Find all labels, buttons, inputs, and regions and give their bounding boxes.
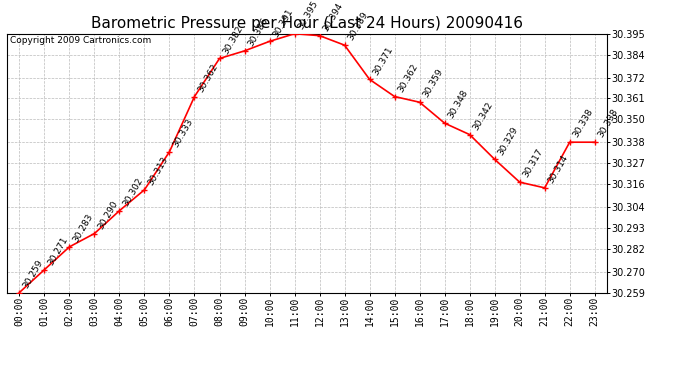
- Text: 30.359: 30.359: [421, 68, 444, 99]
- Text: 30.333: 30.333: [171, 117, 195, 149]
- Text: 30.382: 30.382: [221, 24, 244, 56]
- Text: 30.271: 30.271: [46, 235, 70, 267]
- Text: 30.314: 30.314: [546, 153, 570, 185]
- Text: 30.259: 30.259: [21, 258, 44, 290]
- Text: 30.329: 30.329: [496, 125, 520, 156]
- Text: 30.313: 30.313: [146, 155, 170, 187]
- Text: 30.338: 30.338: [571, 108, 595, 140]
- Text: 30.338: 30.338: [596, 108, 620, 140]
- Text: 30.386: 30.386: [246, 16, 270, 48]
- Text: 30.362: 30.362: [196, 62, 219, 94]
- Text: Copyright 2009 Cartronics.com: Copyright 2009 Cartronics.com: [10, 36, 151, 45]
- Text: 30.342: 30.342: [471, 100, 495, 132]
- Text: 30.362: 30.362: [396, 62, 420, 94]
- Text: 30.302: 30.302: [121, 176, 144, 208]
- Text: 30.371: 30.371: [371, 45, 395, 76]
- Text: 30.394: 30.394: [321, 1, 344, 33]
- Text: 30.395: 30.395: [296, 0, 319, 31]
- Text: 30.283: 30.283: [71, 212, 95, 244]
- Text: 30.391: 30.391: [271, 7, 295, 39]
- Text: 30.317: 30.317: [521, 147, 544, 179]
- Text: 30.389: 30.389: [346, 10, 370, 42]
- Text: 30.290: 30.290: [96, 199, 119, 231]
- Title: Barometric Pressure per Hour (Last 24 Hours) 20090416: Barometric Pressure per Hour (Last 24 Ho…: [91, 16, 523, 31]
- Text: 30.348: 30.348: [446, 88, 470, 120]
